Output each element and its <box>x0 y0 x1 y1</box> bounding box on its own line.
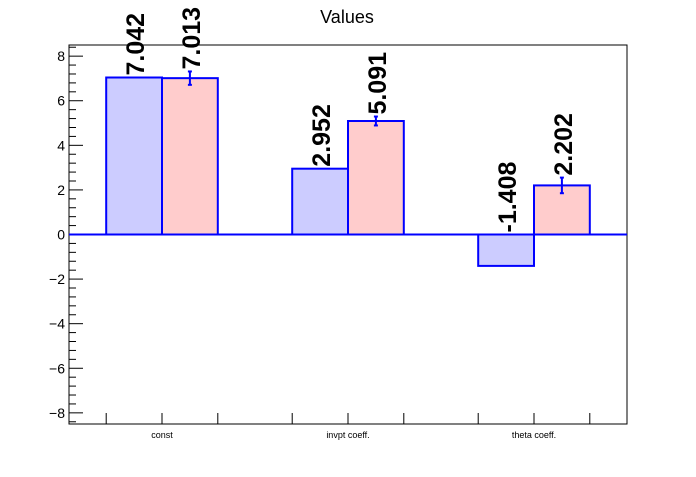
y-tick-label: 6 <box>57 93 65 109</box>
y-tick-label: 2 <box>57 182 65 198</box>
bar-series2-1 <box>347 120 405 236</box>
bar-value-label: 7.042 <box>122 13 150 76</box>
x-category-label: theta coeff. <box>512 430 556 440</box>
y-tick-label: 0 <box>57 227 65 243</box>
y-tick-label: −2 <box>49 271 65 287</box>
y-tick-label: 4 <box>57 137 65 153</box>
bar-value-label: -1.408 <box>494 162 522 233</box>
bar-series1-2 <box>477 233 536 267</box>
bar-value-label: 5.091 <box>364 52 392 115</box>
bar-value-label: 7.013 <box>178 7 206 70</box>
y-tick-label: −4 <box>49 316 65 332</box>
x-category-label: invpt coeff. <box>326 430 369 440</box>
bar-series1-0 <box>105 76 163 236</box>
bar-value-label: 2.952 <box>308 104 336 167</box>
chart-title: Values <box>320 7 374 27</box>
y-tick-label: 8 <box>57 48 65 64</box>
bar-series2-0 <box>161 77 219 236</box>
x-category-label: const <box>151 430 173 440</box>
y-tick-label: −6 <box>49 360 65 376</box>
bar-series1-1 <box>291 167 350 236</box>
y-tick-label: −8 <box>49 405 65 421</box>
bar-value-label: 2.202 <box>550 113 578 176</box>
